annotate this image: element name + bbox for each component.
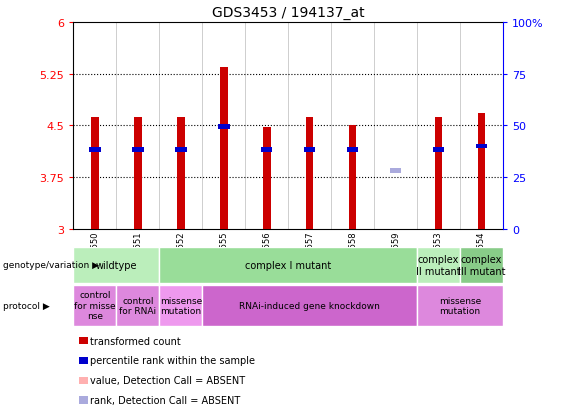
Text: genotype/variation ▶: genotype/variation ▶ xyxy=(3,261,99,270)
Bar xyxy=(159,285,202,326)
Bar xyxy=(177,118,185,229)
Bar xyxy=(433,147,444,152)
Bar xyxy=(218,125,229,130)
Text: wildtype: wildtype xyxy=(95,260,137,271)
Bar xyxy=(349,126,357,229)
Text: transformed count: transformed count xyxy=(90,336,181,346)
Bar xyxy=(91,118,99,229)
Bar xyxy=(116,285,159,326)
Bar xyxy=(132,147,144,152)
Text: control
for misse
nse: control for misse nse xyxy=(74,291,116,320)
Text: complex
II mutant: complex II mutant xyxy=(416,254,460,276)
Bar xyxy=(390,169,401,173)
Bar xyxy=(477,114,485,229)
Bar xyxy=(202,285,417,326)
Text: rank, Detection Call = ABSENT: rank, Detection Call = ABSENT xyxy=(90,395,241,405)
Bar xyxy=(220,67,228,229)
Bar xyxy=(261,147,272,152)
Bar xyxy=(73,248,159,283)
Bar xyxy=(73,285,116,326)
Bar xyxy=(134,118,142,229)
Bar xyxy=(476,144,487,149)
Bar xyxy=(417,248,460,283)
Text: missense
mutation: missense mutation xyxy=(160,296,202,315)
Text: RNAi-induced gene knockdown: RNAi-induced gene knockdown xyxy=(239,301,380,310)
Text: protocol ▶: protocol ▶ xyxy=(3,301,50,310)
Bar xyxy=(159,248,417,283)
Bar xyxy=(263,127,271,229)
Text: value, Detection Call = ABSENT: value, Detection Call = ABSENT xyxy=(90,375,245,385)
Text: control
for RNAi: control for RNAi xyxy=(119,296,157,315)
Bar xyxy=(89,147,101,152)
Bar xyxy=(460,248,503,283)
Text: complex I mutant: complex I mutant xyxy=(245,260,331,271)
Text: missense
mutation: missense mutation xyxy=(439,296,481,315)
Bar xyxy=(175,147,186,152)
Bar xyxy=(304,147,315,152)
Bar xyxy=(306,118,314,229)
Text: percentile rank within the sample: percentile rank within the sample xyxy=(90,356,255,366)
Text: complex
III mutant: complex III mutant xyxy=(458,254,505,276)
Bar xyxy=(347,147,358,152)
Bar xyxy=(417,285,503,326)
Title: GDS3453 / 194137_at: GDS3453 / 194137_at xyxy=(212,6,364,20)
Bar xyxy=(434,118,442,229)
